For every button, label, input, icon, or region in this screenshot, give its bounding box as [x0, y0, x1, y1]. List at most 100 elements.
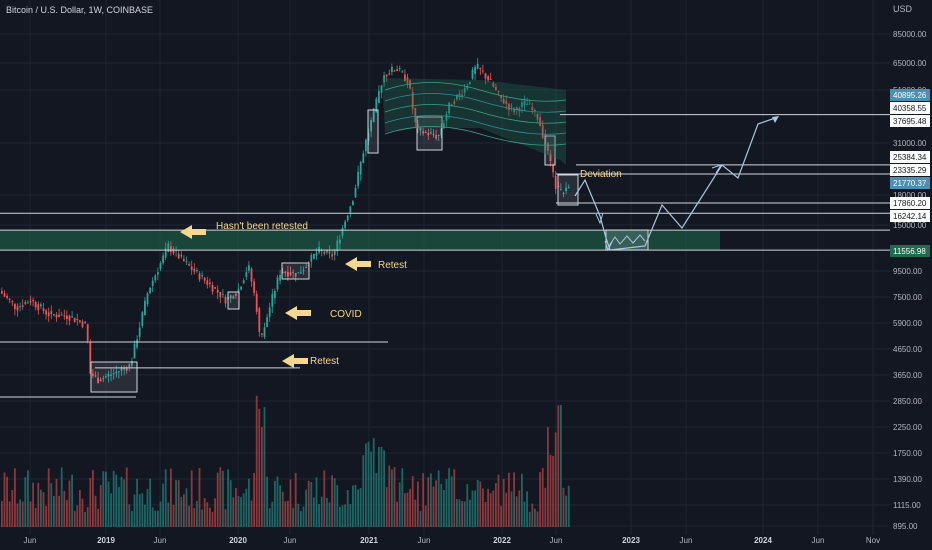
volume-bar-50	[131, 511, 133, 527]
candle-132	[344, 221, 346, 228]
volume-bar-0	[1, 501, 3, 527]
volume-bar-59	[154, 510, 157, 527]
price-axis: 85000.0065000.0051000.0031000.0018000.00…	[890, 0, 932, 550]
candle-54	[141, 312, 144, 326]
volume-bar-25	[66, 500, 68, 527]
price-tag-5: 21770.37	[893, 179, 927, 188]
candle-168	[437, 135, 440, 137]
volume-bar-74	[193, 508, 196, 527]
volume-bar-100	[261, 426, 263, 527]
candle-55	[144, 300, 146, 316]
volume-bar-167	[435, 480, 437, 527]
candle-39	[102, 378, 105, 380]
volume-bar-162	[422, 473, 424, 527]
candle-75	[196, 270, 198, 272]
candle-11	[29, 301, 32, 303]
volume-bar-207	[539, 472, 541, 527]
volume-bar-83	[216, 472, 219, 527]
volume-bar-153	[398, 482, 401, 527]
volume-bar-112	[292, 507, 294, 527]
x-tick-1: 2019	[97, 536, 115, 545]
volume-bar-129	[336, 485, 339, 527]
candle-166	[432, 134, 435, 136]
candle-169	[440, 128, 443, 136]
volume-bar-206	[536, 511, 539, 527]
volume-bar-114	[297, 503, 300, 527]
candle-71	[185, 261, 188, 263]
candle-95	[248, 265, 250, 271]
volume-bar-199	[518, 490, 521, 527]
candle-64	[167, 243, 170, 252]
volume-bar-68	[177, 480, 180, 527]
candle-16	[42, 308, 45, 311]
volume-bar-111	[289, 479, 292, 527]
candle-123	[320, 250, 323, 252]
volume-bar-3	[8, 501, 11, 527]
candle-197	[513, 108, 515, 113]
annotation-2: COVID	[330, 309, 362, 320]
y-tick-0: 85000.00	[893, 30, 927, 39]
volume-bar-101	[263, 407, 266, 527]
volume-bar-30	[79, 490, 81, 527]
volume-bar-109	[284, 501, 287, 527]
volume-bar-107	[279, 485, 281, 527]
ma-line-4	[384, 126, 567, 146]
volume-bar-216	[562, 487, 565, 527]
y-tick-10: 3650.00	[893, 371, 922, 380]
price-tag-3: 25384.34	[893, 153, 927, 162]
candle-121	[315, 252, 318, 256]
y-tick-9: 4650.00	[893, 345, 922, 354]
candles	[1, 58, 570, 384]
volume-bar-115	[300, 510, 302, 527]
candle-150	[391, 67, 393, 73]
volume-bar-72	[188, 505, 190, 527]
volume-bar-10	[27, 470, 29, 527]
volume-bar-63	[164, 469, 167, 527]
candle-61	[159, 262, 162, 269]
volume-bar-70	[183, 494, 185, 527]
volume-bar-196	[510, 491, 513, 527]
volume-bar-35	[92, 470, 94, 527]
candle-175	[456, 94, 458, 100]
volume-bar-29	[76, 505, 79, 527]
arrow-covid	[285, 306, 311, 320]
annotation-0: Hasn't been retested	[216, 221, 308, 232]
candle-4	[11, 301, 14, 303]
price-tag-bg-8	[890, 245, 930, 257]
volume-bar-5	[14, 468, 16, 527]
volume-bar-84	[219, 467, 222, 527]
candle-177	[461, 94, 463, 97]
x-tick-3: 2020	[229, 536, 247, 545]
candle-151	[393, 70, 396, 72]
volume-bar-175	[456, 498, 458, 527]
volume-bar-14	[37, 482, 40, 527]
candle-2	[6, 296, 8, 298]
candle-67	[175, 250, 177, 252]
volume-bar-147	[383, 450, 385, 527]
volume-bar-2	[6, 476, 8, 527]
candle-82	[214, 287, 216, 289]
volume-bar-28	[73, 511, 76, 527]
volume-bar-159	[414, 499, 417, 527]
y-tick-15: 1115.00	[893, 501, 921, 510]
time-axis: Jun 2019 Jun 2020 Jun 2021 Jun 2022 Jun 2023 Jun 20…	[24, 536, 881, 545]
volume-bar-7	[19, 499, 21, 527]
candle-146	[380, 85, 383, 93]
price-tag-bg-4	[890, 164, 930, 176]
volume-bar-198	[515, 496, 518, 527]
volume-bar-191	[497, 474, 500, 527]
candle-182	[474, 66, 476, 74]
candle-139	[362, 153, 365, 163]
candle-76	[198, 273, 201, 280]
candle-30	[79, 320, 81, 322]
volume-bars	[1, 395, 570, 527]
candle-187	[487, 76, 489, 81]
candle-13	[34, 302, 37, 308]
candle-140	[365, 139, 367, 152]
projection-arrow-2	[604, 240, 613, 252]
volume-bar-150	[391, 469, 393, 527]
candle-6	[16, 306, 19, 311]
volume-bar-64	[167, 502, 170, 527]
consolidation-box-1	[227, 291, 240, 310]
